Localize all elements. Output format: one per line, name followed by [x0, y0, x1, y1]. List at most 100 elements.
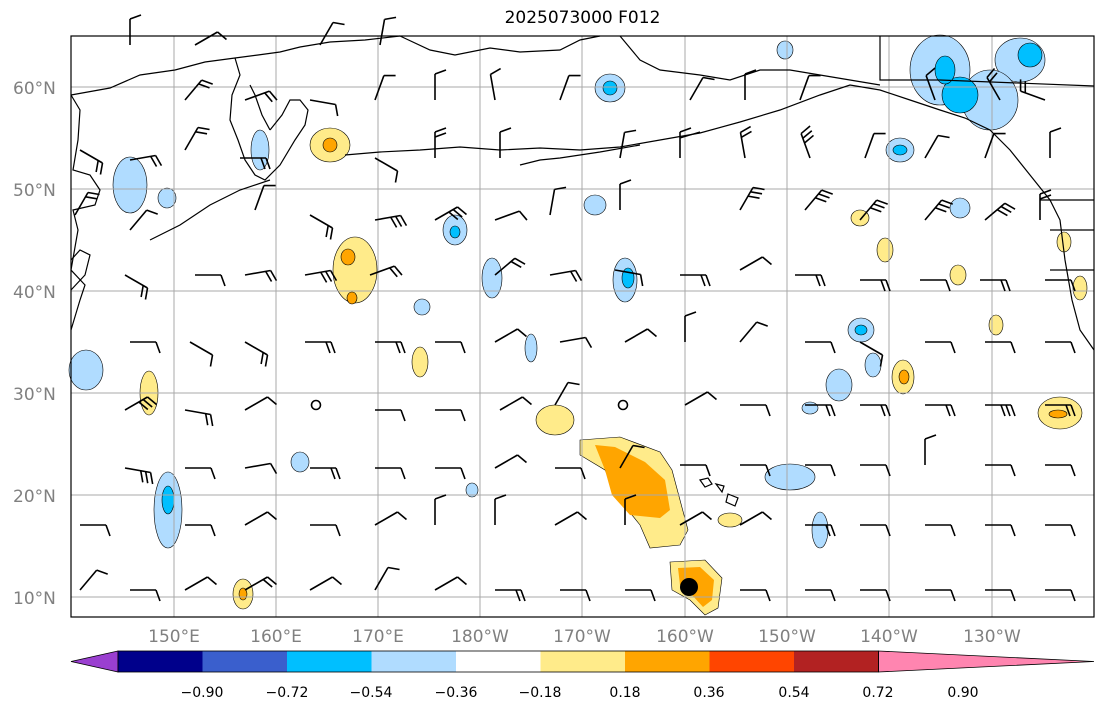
- wind-barb: [434, 576, 467, 591]
- wind-barb: [624, 494, 637, 525]
- lon-label: 150°E: [148, 627, 200, 647]
- map-title: 2025073000 F012: [504, 8, 661, 28]
- wind-barb-flag: [517, 328, 527, 338]
- wind-barb-staff: [244, 511, 268, 526]
- anomaly-contour-orange: [340, 248, 356, 266]
- wind-barb: [984, 202, 1016, 221]
- anomaly-fill-layer: [68, 34, 1088, 616]
- wind-barb-flag: [87, 191, 100, 196]
- wind-barb-flag: [267, 511, 277, 521]
- lon-label: 160°E: [250, 627, 302, 647]
- wind-barb: [680, 464, 711, 477]
- wind-barb-flag: [434, 132, 447, 138]
- wind-barb: [494, 210, 528, 221]
- wind-barb-flag: [142, 398, 153, 408]
- colorbar-segment: [456, 651, 541, 672]
- wind-barb: [985, 404, 1016, 417]
- anomaly-contour-blue: [854, 324, 868, 336]
- wind-barb-staff: [739, 321, 758, 343]
- wind-barb-staff: [554, 382, 569, 406]
- wind-barb: [554, 511, 587, 526]
- wind-barb: [684, 311, 697, 342]
- wind-barb: [740, 404, 771, 417]
- wind-barb-flag: [209, 354, 214, 367]
- colorbar-segment: [287, 651, 372, 672]
- wind-barb: [184, 126, 210, 151]
- wind-barb: [679, 127, 692, 158]
- colorbar-outline: [117, 650, 879, 673]
- wind-barb-flag: [400, 467, 406, 480]
- wind-barb-staff: [494, 210, 520, 221]
- wind-barb-staff: [499, 396, 523, 411]
- wind-barb: [434, 206, 467, 221]
- wind-barb: [254, 184, 276, 211]
- lat-label: 20°N: [13, 487, 56, 507]
- longitude-labels: 150°E 160°E 170°E 180°W 170°W 160°W 150°…: [148, 627, 1021, 647]
- wind-barb-flag: [830, 404, 836, 417]
- wind-barb-flag: [155, 341, 161, 354]
- wind-barb-flag: [138, 401, 149, 411]
- wind-barb: [240, 157, 271, 170]
- wind-barb: [189, 341, 214, 367]
- wind-barb: [925, 524, 956, 537]
- anomaly-contour-light_blue: [524, 333, 538, 363]
- anomaly-contour-light_yellow: [1072, 275, 1088, 301]
- wind-barb: [130, 589, 161, 602]
- lon-label: 140°W: [860, 627, 918, 647]
- anomaly-contour-orange: [322, 137, 338, 153]
- colorbar: [70, 650, 1095, 673]
- wind-barb-flag: [332, 576, 342, 586]
- wind-barb: [925, 67, 936, 101]
- colorbar-segment: [371, 651, 456, 672]
- wind-barb: [549, 186, 567, 216]
- wind-barb-flag: [950, 524, 956, 537]
- wind-barb: [985, 341, 1016, 354]
- anomaly-contour-blue: [934, 55, 956, 85]
- wind-barb: [739, 125, 752, 159]
- wind-barb-flag: [335, 524, 341, 537]
- wind-barb-staff: [184, 576, 208, 591]
- wind-barb-flag: [434, 494, 447, 500]
- colorbar-extend-min: [70, 650, 119, 673]
- wind-barb-flag: [490, 67, 502, 76]
- wind-barb-flag: [95, 160, 99, 173]
- wind-barb-flag: [390, 216, 398, 228]
- wind-barb: [799, 74, 821, 101]
- wind-barb-flag: [146, 209, 158, 215]
- wind-barb-flag: [265, 157, 271, 170]
- wind-barb-flag: [329, 270, 338, 282]
- wind-barb: [244, 511, 277, 526]
- wind-barb: [494, 257, 526, 276]
- wind-barb-flag: [1070, 589, 1076, 602]
- wind-barb: [920, 279, 951, 292]
- wind-barb-flag: [1065, 404, 1071, 417]
- wind-barb-flag: [750, 191, 763, 195]
- anomaly-contour-light_blue: [776, 40, 794, 60]
- wind-barb-flag: [752, 186, 765, 191]
- wind-barb: [310, 524, 341, 537]
- wind-barb: [559, 74, 581, 101]
- wind-barb-flag: [619, 179, 632, 185]
- wind-barb-flag: [950, 404, 956, 417]
- wind-barb-flag: [394, 215, 403, 227]
- wind-barb-flag: [201, 79, 213, 85]
- wind-barb-staff: [799, 75, 810, 101]
- wind-barb-flag: [332, 21, 345, 26]
- wind-barb-flag: [830, 464, 836, 477]
- wind-barb: [244, 90, 278, 103]
- wind-barb-flag: [744, 69, 757, 75]
- wind-barb: [374, 566, 400, 591]
- wind-barb-flag: [1010, 589, 1016, 602]
- wind-barb-flag: [389, 267, 398, 278]
- colorbar-tick-label: −0.90: [181, 685, 224, 701]
- wind-barb: [185, 524, 216, 537]
- wind-barb-flag: [262, 578, 273, 588]
- wind-barb: [435, 467, 466, 480]
- wind-barb-flag: [393, 265, 403, 276]
- wind-barb: [860, 279, 891, 292]
- wind-barb-flag: [885, 464, 891, 477]
- wind-barb-flag: [567, 381, 580, 386]
- wind-barb-flag: [1000, 404, 1006, 417]
- wind-barb-flag: [632, 444, 645, 449]
- wind-barb-staff: [924, 135, 939, 159]
